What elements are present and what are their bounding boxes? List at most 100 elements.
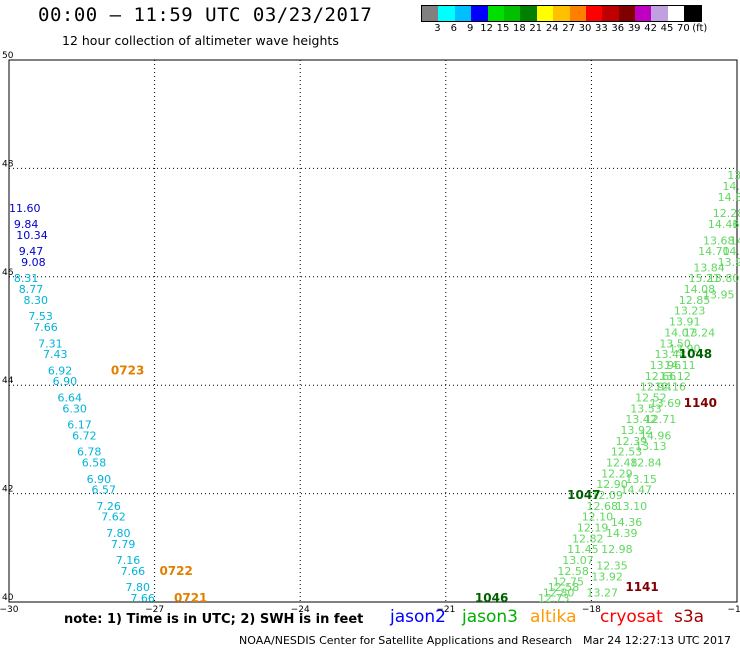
- swh-value-label: 12.58: [557, 565, 589, 578]
- swh-value-label: 12.94: [640, 381, 672, 394]
- swh-value-label: 12.82: [572, 532, 604, 545]
- swh-value-label: 9.84: [14, 218, 39, 231]
- legend-label: 30: [578, 23, 592, 34]
- swh-value-label: 6.30: [62, 402, 87, 415]
- swh-value-label: 13.13: [635, 440, 667, 453]
- legend-label: 27: [562, 23, 575, 34]
- swh-value-label: 6.58: [82, 457, 107, 470]
- swh-value-label: 11.45: [567, 543, 599, 556]
- swh-value-label: 7.31: [38, 337, 63, 350]
- legend-labels: 3 6 9 12 15 18 21 24 27 30 33 36 39 42 45 70 (ft): [421, 22, 707, 34]
- color-legend: 3 6 9 12 15 18 21 24 27 30 33 36 39 42 45 70 (ft): [421, 5, 707, 34]
- generated-timestamp: Mar 24 12:27:13 UTC 2017: [583, 634, 731, 647]
- swh-value-label: 13.93: [718, 256, 740, 269]
- swh-value-label: 12.29: [601, 467, 633, 480]
- swh-value-label: 13.08: [732, 218, 740, 231]
- swh-value-label: 13.44: [654, 348, 686, 361]
- y-tick-label: 44: [2, 376, 14, 386]
- swh-value-label: 13.53: [630, 402, 662, 415]
- swh-value-label: 8.31: [14, 272, 39, 285]
- swh-value-label: 10.34: [16, 229, 47, 242]
- legend-swatch: [503, 6, 521, 21]
- swh-value-label: 12.90: [669, 343, 701, 356]
- swh-value-label: 9.08: [21, 256, 45, 269]
- legend-swatch: [651, 6, 668, 21]
- swh-value-label: 9.47: [19, 245, 43, 258]
- legend-label: 15: [496, 23, 510, 34]
- chart-subtitle: 12 hour collection of altimeter wave hei…: [62, 33, 339, 48]
- swh-value-label: 6.57: [92, 484, 117, 497]
- legend-label: 21: [529, 23, 543, 34]
- y-tick-label: 42: [2, 485, 13, 495]
- y-tick-label: 50: [2, 51, 14, 61]
- swh-value-label: 7.66: [121, 565, 146, 578]
- pass-time-label: 1046: [475, 591, 508, 605]
- swh-value-label: 7.80: [106, 527, 131, 540]
- swh-value-label: 14.70: [698, 245, 730, 258]
- swh-value-label: 12.75: [553, 576, 585, 589]
- legend-label: 3: [434, 23, 441, 34]
- footer-credit: NOAA/NESDIS Center for Satellite Applica…: [239, 634, 573, 647]
- swh-value-label: 12.19: [577, 522, 609, 535]
- pass-time-label: 1140: [684, 396, 717, 410]
- legend-swatch: [471, 6, 488, 21]
- pass-time-label: 0723: [111, 363, 144, 377]
- swh-value-label: 13.27: [587, 587, 619, 600]
- x-tick-label: −24: [291, 605, 310, 615]
- legend-swatch: [585, 6, 603, 21]
- swh-value-label: 12.84: [630, 457, 662, 470]
- swh-value-label: 6.17: [67, 419, 92, 432]
- swh-value-label: 13.68: [703, 234, 735, 247]
- pass-time-label: 1141: [625, 580, 658, 594]
- satellite-name-s3a: s3a: [674, 607, 705, 627]
- swh-value-label: 14.08: [684, 283, 716, 296]
- legend-swatch: [520, 6, 537, 21]
- chart-title: 00:00 – 11:59 UTC 03/23/2017: [38, 4, 373, 26]
- swh-value-label: 7.53: [28, 310, 53, 323]
- swh-value-label: 14.36: [611, 516, 643, 529]
- swh-value-label: 12.39: [616, 435, 648, 448]
- swh-value-label: 12.53: [611, 446, 643, 459]
- satellite-name-jason3: jason3: [462, 607, 518, 627]
- legend-label: 70: [677, 23, 690, 34]
- pass-time-label: 0722: [159, 564, 192, 578]
- swh-value-label: 14.85: [718, 191, 740, 204]
- legend-label: 18: [513, 23, 526, 34]
- swh-value-label: 12.28: [713, 207, 740, 220]
- swh-value-label: 12.85: [679, 294, 711, 307]
- swh-value-label: 13.91: [669, 316, 701, 329]
- swh-value-label: 8.30: [24, 294, 48, 307]
- legend-label: (ft): [692, 23, 708, 34]
- legend-swatch: [635, 6, 652, 21]
- legend-swatch: [667, 6, 685, 21]
- swh-value-label: 14.07: [664, 326, 696, 339]
- legend-swatch: [438, 6, 455, 21]
- swh-value-label: 13.84: [693, 261, 725, 274]
- swh-value-label: 14.39: [606, 527, 638, 540]
- x-tick-label: −18: [582, 605, 601, 615]
- swh-value-label: 12.35: [596, 559, 628, 572]
- legend-label: 12: [480, 23, 493, 34]
- legend-label: 24: [545, 23, 559, 34]
- swh-value-label: 15.21: [688, 272, 720, 285]
- swh-value-label: 12.68: [587, 500, 619, 513]
- swh-value-label: 6.78: [77, 446, 102, 459]
- swh-value-label: 13.15: [625, 473, 657, 486]
- swh-value-label: 13.92: [621, 424, 653, 437]
- swh-value-label: 13.80: [708, 272, 740, 285]
- swh-value-label: 6.90: [87, 473, 112, 486]
- swh-value-label: 13.10: [616, 500, 648, 513]
- satellite-name-jason2: jason2: [390, 607, 446, 627]
- swh-value-label: 8.77: [19, 283, 43, 296]
- swh-value-label: 12.10: [582, 511, 614, 524]
- legend-label: 45: [660, 23, 674, 34]
- swh-value-label: 12.73: [538, 592, 570, 605]
- x-tick-label: −15: [728, 605, 740, 615]
- swh-value-label: 12.16: [654, 381, 686, 394]
- swh-value-label: 6.92: [48, 364, 73, 377]
- legend-swatch: [569, 6, 586, 21]
- swh-value-label: 13.07: [562, 554, 594, 567]
- swh-value-label: 7.80: [125, 581, 150, 594]
- swh-value-label: 12.98: [601, 543, 633, 556]
